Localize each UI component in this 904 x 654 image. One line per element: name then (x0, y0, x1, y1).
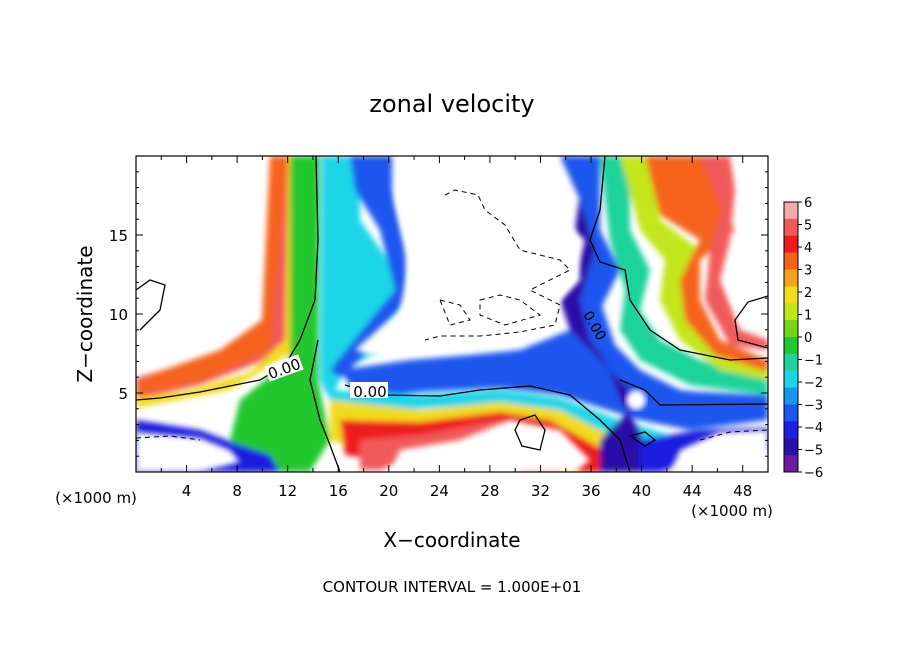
y-tick-label: 5 (118, 385, 128, 403)
colorbar-swatch (784, 455, 798, 473)
x-tick-label: 28 (480, 482, 499, 500)
lower-warm-2 (340, 412, 620, 472)
white-pocket-bottom (390, 420, 590, 472)
colorbar-tick-label: 6 (804, 196, 812, 211)
colorbar-swatch (784, 337, 798, 355)
colorbar-swatch (784, 286, 798, 304)
colorbar-swatch (784, 235, 798, 254)
colorbar-swatch (784, 269, 798, 287)
contour-label-1: 0.00 (353, 383, 386, 401)
x-tick-label: 32 (531, 482, 550, 500)
negative-contours (136, 189, 768, 441)
chart-title: zonal velocity (369, 90, 534, 118)
x-tick-label: 36 (581, 482, 600, 500)
colorbar-tick-label: 1 (804, 309, 812, 324)
y-axis-title: Z−coordinate (73, 245, 97, 382)
x-axis-unit-left: (×1000 m) (55, 489, 137, 507)
right-jet-band-1 (540, 156, 650, 472)
left-jet-band-2 (136, 156, 288, 395)
right-jet-band-2 (560, 156, 768, 410)
left-jet-band-4 (230, 156, 330, 472)
colorbar-swatch (784, 303, 798, 321)
colorbar-tick-label: −3 (804, 399, 823, 414)
colorbar-swatch (784, 320, 798, 338)
colorbar-swatch (784, 438, 798, 456)
white-hole-right (626, 390, 646, 410)
white-pocket-left-top (136, 156, 250, 368)
white-pocket-right-top (725, 156, 768, 330)
colorbar-swatch (784, 218, 798, 237)
x-tick-label: 40 (632, 482, 651, 500)
colorbar-tick-label: 2 (804, 286, 812, 301)
colorbar-tick-label: 4 (804, 241, 812, 256)
right-jet-band-5 (645, 156, 768, 372)
y-tick-label: 15 (109, 227, 128, 245)
plot-field: 0.00 0.00 0.00 (136, 156, 768, 472)
colorbar-swatch (784, 404, 798, 422)
colorbar-tick-label: 3 (804, 264, 812, 279)
colorbar-swatch (784, 421, 798, 439)
x-tick-label: 24 (430, 482, 449, 500)
x-tick-label: 44 (683, 482, 702, 500)
x-tick-label: 48 (733, 482, 752, 500)
contour-interval-footer: CONTOUR INTERVAL = 1.000E+01 (323, 578, 582, 596)
colorbar-tick-label: −1 (804, 354, 823, 369)
x-axis-unit-right: (×1000 m) (691, 502, 773, 520)
colorbar-swatch (784, 252, 798, 270)
y-axis: 5 10 15 (109, 171, 768, 457)
colorbar-tick-label: −2 (804, 376, 823, 391)
white-pocket-central (355, 156, 585, 355)
x-axis: 4 8 12 16 20 24 28 32 36 40 44 48 (160, 156, 752, 500)
colorbar-tick-label: 5 (804, 219, 812, 234)
x-axis-title: X−coordinate (383, 528, 520, 552)
colorbar-tick-label: 0 (804, 331, 812, 346)
colorbar-swatch (784, 387, 798, 405)
colorbar-tick-label: −5 (804, 444, 823, 459)
colorbar-tick-label: −4 (804, 421, 823, 436)
y-tick-label: 10 (109, 306, 128, 324)
x-tick-label: 16 (329, 482, 348, 500)
white-pocket-bottom-right (670, 430, 768, 472)
colorbar-swatch (784, 370, 798, 389)
x-tick-label: 12 (278, 482, 297, 500)
x-tick-label: 20 (379, 482, 398, 500)
x-tick-label: 8 (232, 482, 242, 500)
x-tick-label: 4 (182, 482, 192, 500)
colorbar-swatch (784, 353, 798, 372)
colorbar-tick-label: −6 (804, 466, 823, 481)
right-jet-band-6 (700, 156, 768, 350)
colorbar: 6 5 4 3 2 1 0 −1 −2 −3 −4 −5 −6 (783, 196, 823, 481)
white-pocket-bottom-left (136, 432, 240, 472)
colorbar-swatch (784, 202, 798, 220)
right-jet-band-3 (600, 156, 768, 395)
